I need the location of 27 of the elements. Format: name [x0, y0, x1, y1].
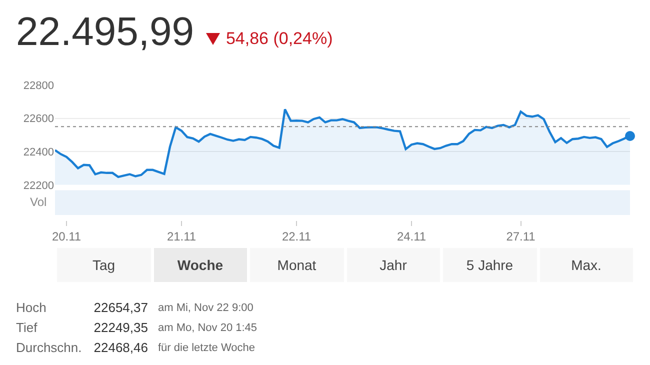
x-tick-label: 27.11	[506, 229, 536, 244]
text: Woche	[154, 248, 247, 282]
text: Vol	[30, 195, 47, 209]
chart-subtitle: 54,86 (0,24%)	[226, 29, 333, 49]
y-tick-label: 22600	[23, 113, 54, 126]
text: Durchschn.	[16, 339, 82, 357]
text: 22468,46	[92, 339, 149, 357]
y-tick-label: 22400	[23, 146, 54, 158]
x-tick-label: 21.11	[166, 229, 196, 244]
text: Tag	[57, 248, 150, 282]
text: Tief	[16, 319, 38, 337]
text: 5 Jahre	[443, 248, 536, 282]
text: 22249,35	[92, 319, 149, 337]
text: am Mi, Nov 22 9:00	[158, 300, 254, 316]
x-tick-label: 22.11	[282, 229, 312, 244]
text: Hoch	[16, 299, 48, 317]
text: 22654,37	[92, 299, 149, 317]
text: am Mo, Nov 20 1:45	[158, 320, 258, 336]
text: für die letzte Woche	[158, 340, 256, 356]
text: Monat	[250, 248, 344, 282]
text: Jahr	[346, 248, 440, 282]
y-tick-label: 22200	[23, 180, 54, 192]
chart-title: 22.495,99	[16, 10, 194, 55]
y-tick-label: 22800	[23, 80, 54, 92]
x-tick-label: 20.11	[52, 229, 82, 244]
text: Max.	[540, 248, 633, 282]
x-tick-label: 24.11	[396, 229, 426, 244]
